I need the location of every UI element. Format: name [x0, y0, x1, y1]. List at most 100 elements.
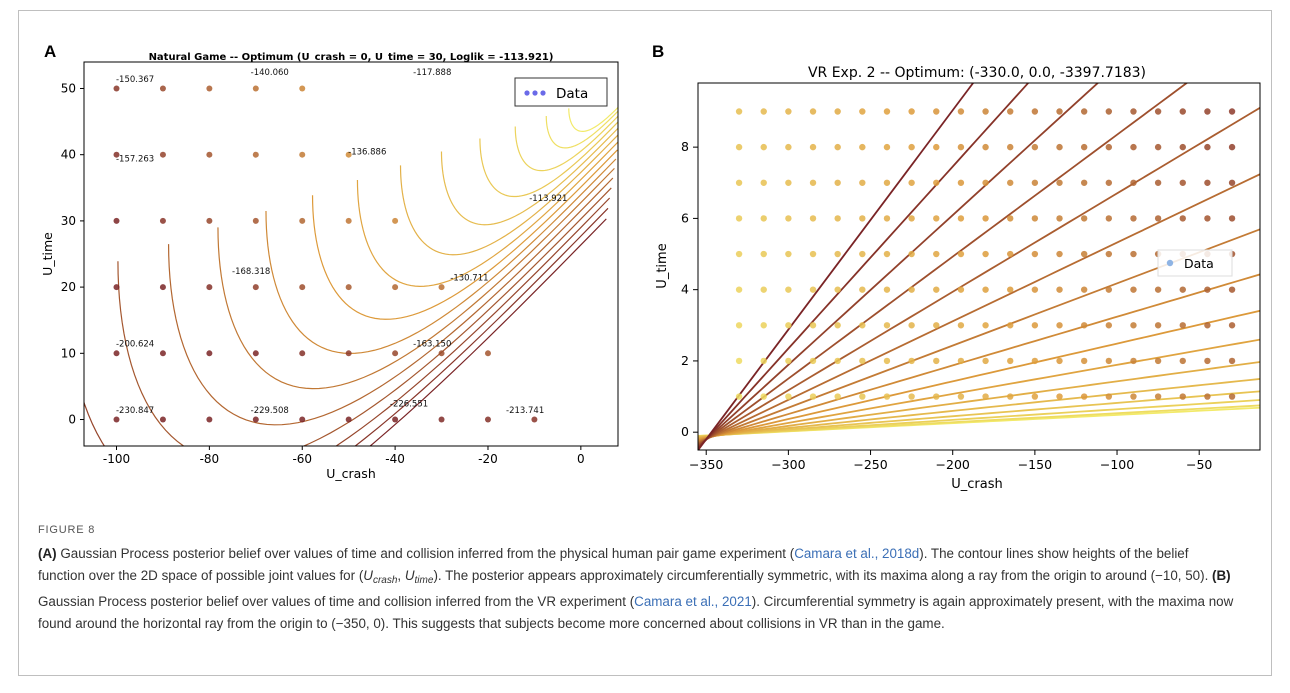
chart-a-contour-line: [356, 141, 618, 287]
chart-b-data-point: [1080, 143, 1088, 151]
chart-b-data-point: [785, 108, 792, 115]
caption-b-text-2: ). Circumferential symmetry is again app…: [38, 594, 1234, 631]
chart-b-data-point: [735, 357, 743, 365]
chart-a-contour-label: -163.150: [413, 340, 451, 350]
chart-a-contour-line: [545, 110, 618, 149]
chart-a-contour-label: -140.060: [251, 68, 289, 78]
chart-a-data-point: [206, 217, 213, 224]
figure-caption: (A) Gaussian Process posterior belief ov…: [38, 543, 1238, 634]
chart-a-data-point: [392, 416, 399, 423]
chart-b-data-point: [1056, 357, 1063, 365]
chart-a-contour-line: [440, 127, 618, 226]
chart-b-data-point: [735, 143, 743, 151]
chart-a-contour-label: -130.711: [450, 273, 488, 283]
chart-a-data-point: [159, 416, 166, 423]
chart-b-x-tick-label: −150: [1018, 457, 1052, 472]
chart-b-data-point: [982, 393, 989, 400]
citation-link-b[interactable]: Camara et al., 2021: [634, 594, 752, 610]
chart-b-contour-line: [698, 361, 1260, 440]
chart-b-data-point: [1056, 108, 1063, 115]
chart-b-data-point: [834, 286, 841, 293]
chart-a-contour-line: [265, 158, 617, 355]
chart-b-data-point: [760, 143, 767, 151]
chart-b-data-point: [760, 286, 767, 293]
chart-b-legend: Data: [1157, 249, 1233, 277]
chart-b-data-point: [735, 322, 743, 329]
chart-b-data-point: [1179, 357, 1186, 365]
chart-b-data-point: [1130, 143, 1137, 151]
chart-a-contour-line: [514, 115, 618, 172]
chart-b-x-tick-label: −200: [936, 457, 970, 472]
caption-a-text-2: ). The contour lines show heights of the…: [38, 546, 1189, 583]
chart-b-data-point: [1007, 250, 1014, 258]
chart-b-data-point: [1031, 215, 1039, 222]
chart-b-data-point: [982, 143, 989, 151]
chart-b-data-point: [1228, 179, 1236, 186]
chart-b-data-point: [1228, 393, 1236, 400]
chart-b-contour-line: [698, 83, 975, 450]
chart-b-data-point: [933, 179, 940, 186]
u-crash-symbol: U: [363, 567, 373, 583]
chart-a-contour-line: [354, 207, 609, 446]
chart-b-data-point: [908, 357, 915, 365]
chart-b-data-point: [735, 108, 743, 115]
chart-b-data-point: [1179, 393, 1186, 400]
chart-b-data-point: [1007, 322, 1014, 329]
chart-b-data-point: [1056, 322, 1063, 329]
chart-a-contour-line: [217, 167, 615, 390]
chart-a-data-point: [531, 416, 538, 423]
chart-b-data-point: [933, 357, 940, 365]
chart-b-data-point: [735, 215, 743, 222]
chart-b-contour-line: [698, 399, 1260, 438]
citation-link-a[interactable]: Camara et al., 2018d: [794, 546, 920, 561]
chart-b-y-tick-label: 2: [681, 353, 689, 368]
chart-b-data-point: [1105, 250, 1113, 258]
chart-b-data-point: [1105, 322, 1113, 329]
chart-b-x-tick-label: −250: [853, 457, 887, 472]
chart-b-data-point: [908, 108, 915, 115]
chart-b-data-point: [809, 215, 817, 222]
chart-a-ylabel: U_time: [40, 232, 55, 276]
chart-b-data-point: [1204, 393, 1211, 400]
crash-subscript: crash: [372, 574, 398, 586]
chart-b-contour-line: [698, 83, 1030, 450]
chart-b-data-point: [957, 250, 965, 258]
chart-b-data-point: [809, 143, 817, 151]
chart-b-data-point: [859, 108, 866, 115]
chart-b-data-point: [1007, 286, 1014, 293]
chart-a-data-point: [345, 151, 352, 158]
chart-a-data-point: [299, 85, 306, 92]
chart-b-data-point: [957, 179, 965, 186]
chart-b-data-point: [1130, 357, 1137, 365]
chart-b-data-point: [1080, 322, 1088, 329]
chart-a-data-point: [252, 284, 259, 291]
chart-b-data-point: [883, 250, 891, 258]
chart-b-y-tick-label: 6: [681, 210, 689, 225]
chart-b-y-tick-label: 0: [681, 424, 689, 439]
figure-frame: [18, 10, 1272, 676]
chart-b-data-point: [1080, 393, 1088, 400]
chart-a-y-tick-label: 0: [68, 413, 76, 427]
chart-b-data-point: [1130, 286, 1137, 293]
chart-a-contour-label: -136.886: [348, 148, 386, 158]
chart-a-x-tick-label: -60: [292, 452, 312, 466]
chart-b-data-point: [834, 393, 841, 400]
chart-b-data-point: [1031, 357, 1039, 365]
chart-b-data-point: [1154, 215, 1162, 222]
chart-a-data-point: [299, 217, 306, 224]
chart-a-data-point: [159, 151, 166, 158]
chart-a-contour-label: -226.551: [390, 399, 428, 409]
chart-b-data-point: [1105, 215, 1113, 222]
chart-b-data-point: [1080, 286, 1088, 293]
chart-b-data-point: [1105, 393, 1113, 400]
chart-b-data-point: [1179, 143, 1186, 151]
caption-a-tag: (A): [38, 546, 57, 561]
chart-b-data-point: [760, 250, 767, 258]
chart-b-data-point: [735, 393, 743, 400]
chart-b-data-point: [1031, 108, 1039, 115]
chart-a-data-point: [252, 217, 259, 224]
chart-b-data-point: [1031, 250, 1039, 258]
chart-a-data-point: [438, 350, 445, 357]
chart-b-data-point: [1204, 286, 1211, 293]
chart-a-x-tick-label: 0: [577, 452, 585, 466]
